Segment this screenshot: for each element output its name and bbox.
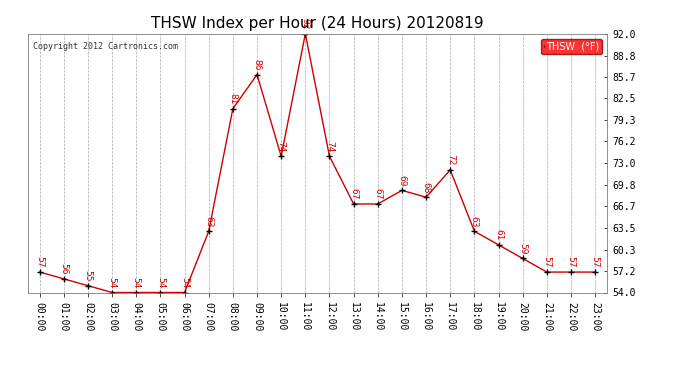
Text: 57: 57 <box>35 256 44 268</box>
Text: 86: 86 <box>253 59 262 70</box>
Text: 63: 63 <box>470 216 479 227</box>
Legend: THSW  (°F): THSW (°F) <box>542 39 602 54</box>
Text: 67: 67 <box>349 188 358 200</box>
Text: 54: 54 <box>132 277 141 288</box>
Text: 55: 55 <box>83 270 92 282</box>
Title: THSW Index per Hour (24 Hours) 20120819: THSW Index per Hour (24 Hours) 20120819 <box>151 16 484 31</box>
Text: 54: 54 <box>180 277 189 288</box>
Text: 67: 67 <box>373 188 382 200</box>
Text: 92: 92 <box>301 18 310 30</box>
Text: 57: 57 <box>566 256 575 268</box>
Text: 68: 68 <box>422 182 431 193</box>
Text: 54: 54 <box>108 277 117 288</box>
Text: Copyright 2012 Cartronics.com: Copyright 2012 Cartronics.com <box>33 42 179 51</box>
Text: 81: 81 <box>228 93 237 105</box>
Text: 57: 57 <box>591 256 600 268</box>
Text: 59: 59 <box>518 243 527 254</box>
Text: 69: 69 <box>397 175 406 186</box>
Text: 74: 74 <box>325 141 334 152</box>
Text: 56: 56 <box>59 263 68 275</box>
Text: 63: 63 <box>204 216 213 227</box>
Text: 72: 72 <box>446 154 455 166</box>
Text: 61: 61 <box>494 229 503 241</box>
Text: 74: 74 <box>277 141 286 152</box>
Text: 57: 57 <box>542 256 551 268</box>
Text: 54: 54 <box>156 277 165 288</box>
